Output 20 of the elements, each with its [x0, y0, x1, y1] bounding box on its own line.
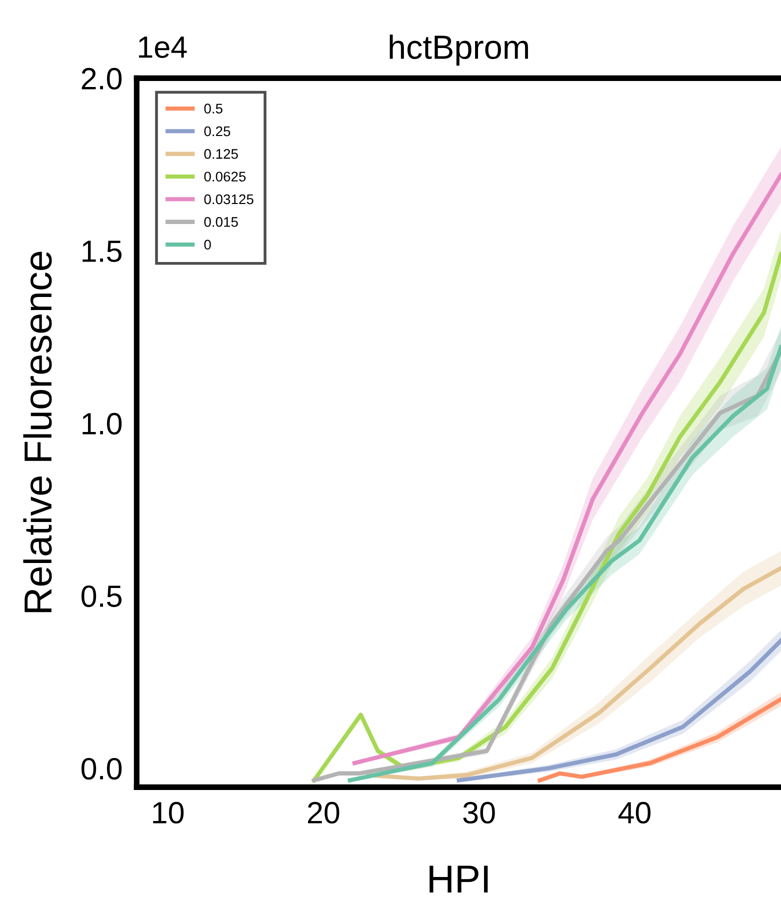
- legend-label: 0.5: [204, 104, 222, 114]
- text: 1e4: [139, 36, 187, 58]
- legend-label: 0.015: [204, 217, 238, 227]
- legend-label: 0: [204, 240, 211, 250]
- y-tick-label: 0.0: [82, 758, 122, 780]
- x-tick-label: 10: [153, 802, 184, 824]
- x-tick-label: 30: [463, 802, 495, 824]
- y-tick-label: 1.5: [82, 240, 122, 262]
- y-tick-label: 0.5: [82, 585, 122, 608]
- legend-label: 0.25: [204, 126, 230, 136]
- x-axis-title: HPI: [430, 866, 488, 892]
- legend-label: 0.0625: [204, 172, 246, 182]
- x-tick-label: 20: [308, 802, 340, 824]
- legend-label: 0.03125: [204, 194, 254, 204]
- x-tick-label: 40: [618, 802, 651, 824]
- y-tick-label: 2.0: [82, 68, 122, 90]
- chart-title: hctBprom: [390, 34, 528, 66]
- y-axis-title: Relative Fluoresence: [23, 252, 52, 612]
- legend-label: 0.125: [204, 149, 238, 159]
- y-tick-label: 1.0: [82, 412, 122, 435]
